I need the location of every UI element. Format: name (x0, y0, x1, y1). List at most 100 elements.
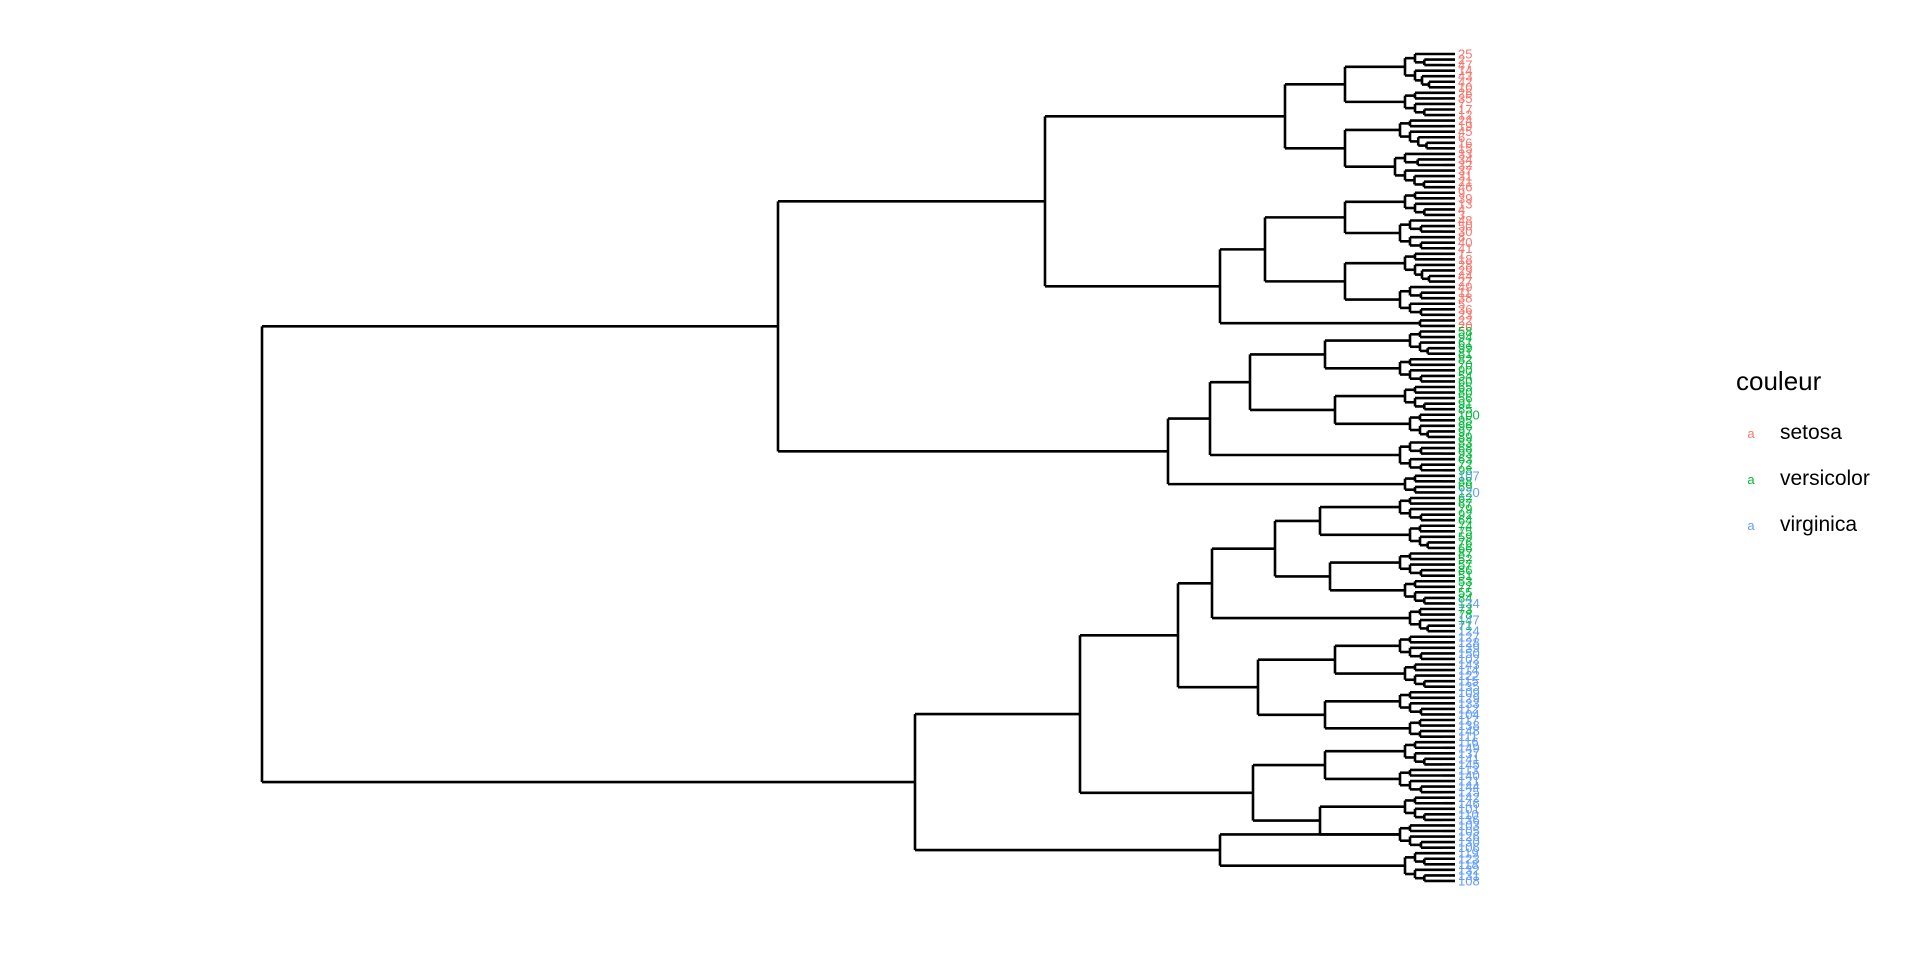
leaf-label: 139 (1458, 640, 1480, 655)
leaf-label: 64 (1458, 513, 1472, 528)
leaf-label: 114 (1458, 663, 1479, 678)
leaf-label: 135 (1458, 679, 1480, 694)
leaf-label: 13 (1458, 196, 1472, 211)
leaf-label: 31 (1458, 169, 1472, 184)
leaf-label: 23 (1458, 307, 1472, 322)
leaf-label: 68 (1458, 441, 1472, 456)
leaf-label: 56 (1458, 391, 1472, 406)
leaf-label: 32 (1458, 158, 1472, 173)
leaf-label: 100 (1458, 407, 1480, 422)
leaf-label: 87 (1458, 546, 1472, 561)
legend-label-versicolor: versicolor (1780, 467, 1870, 490)
leaf-label: 51 (1458, 568, 1472, 583)
leaf-label: 108 (1458, 873, 1480, 888)
leaf-label: 67 (1458, 496, 1472, 511)
leaf-label: 103 (1458, 818, 1480, 833)
leaf-label: 79 (1458, 502, 1472, 517)
leaf-label: 6 (1458, 130, 1465, 145)
leaf-label: 138 (1458, 718, 1480, 733)
leaf-label: 2 (1458, 52, 1465, 67)
leaf-label: 62 (1458, 491, 1472, 506)
leaf-label: 84 (1458, 590, 1472, 605)
leaf-label: 63 (1458, 452, 1472, 467)
leaf-label: 150 (1458, 646, 1480, 661)
leaf-label: 106 (1458, 840, 1480, 855)
legend: couleur a setosa a versicolor a virginic… (1736, 366, 1916, 548)
leaf-label: 112 (1458, 701, 1479, 716)
leaf-label: 105 (1458, 824, 1480, 839)
dendrogram-leaf-labels: 2524714434210263571712241945616153334323… (1458, 47, 1480, 889)
legend-label-setosa: setosa (1780, 421, 1842, 444)
leaf-label: 37 (1458, 163, 1472, 178)
leaf-label: 116 (1458, 735, 1479, 750)
leaf-label: 65 (1458, 380, 1472, 395)
leaf-label: 121 (1458, 774, 1480, 789)
leaf-label: 4 (1458, 202, 1465, 217)
leaf-label: 85 (1458, 402, 1472, 417)
leaf-label: 10 (1458, 80, 1472, 95)
leaf-label: 46 (1458, 180, 1472, 195)
leaf-label: 43 (1458, 69, 1472, 84)
leaf-label: 1 (1458, 246, 1465, 261)
leaf-label: 39 (1458, 191, 1472, 206)
leaf-label: 8 (1458, 230, 1465, 245)
leaf-label: 104 (1458, 707, 1480, 722)
leaf-label: 41 (1458, 241, 1472, 256)
leaf-label: 88 (1458, 474, 1472, 489)
leaf-label: 22 (1458, 313, 1472, 328)
leaf-label: 40 (1458, 235, 1472, 250)
leaf-label: 142 (1458, 790, 1480, 805)
dendrogram-branches (260, 52, 1455, 883)
legend-item-setosa: a setosa (1736, 410, 1916, 456)
leaf-label: 69 (1458, 479, 1472, 494)
leaf-label: 61 (1458, 335, 1472, 350)
leaf-label: 115 (1458, 674, 1479, 689)
leaf-label: 60 (1458, 374, 1472, 389)
leaf-label: 81 (1458, 346, 1472, 361)
leaf-label: 74 (1458, 518, 1472, 533)
leaf-label: 90 (1458, 363, 1472, 378)
leaf-label: 14 (1458, 63, 1472, 78)
leaf-label: 107 (1458, 468, 1480, 483)
legend-key-virginica: a (1747, 517, 1755, 533)
leaf-label: 127 (1458, 629, 1480, 644)
leaf-label: 134 (1458, 596, 1480, 611)
leaf-label: 119 (1458, 846, 1479, 861)
leaf-label: 80 (1458, 385, 1472, 400)
leaf-label: 113 (1458, 762, 1479, 777)
leaf-label: 144 (1458, 779, 1480, 794)
leaf-label: 117 (1458, 713, 1479, 728)
leaf-label: 12 (1458, 108, 1472, 123)
leaf-label: 91 (1458, 396, 1472, 411)
leaf-label: 45 (1458, 124, 1472, 139)
leaf-label: 47 (1458, 58, 1472, 73)
leaf-label: 96 (1458, 418, 1472, 433)
leaf-label: 16 (1458, 135, 1472, 150)
leaf-label: 44 (1458, 269, 1472, 284)
leaf-label: 5 (1458, 296, 1465, 311)
leaf-label: 17 (1458, 102, 1472, 117)
leaf-label: 24 (1458, 113, 1472, 128)
leaf-label: 73 (1458, 602, 1472, 617)
leaf-label: 95 (1458, 413, 1472, 428)
leaf-label: 93 (1458, 446, 1472, 461)
legend-item-versicolor: a versicolor (1736, 456, 1916, 502)
leaf-label: 126 (1458, 829, 1480, 844)
leaf-label: 21 (1458, 174, 1472, 189)
leaf-label: 129 (1458, 690, 1480, 705)
leaf-label: 53 (1458, 574, 1472, 589)
leaf-label: 130 (1458, 835, 1480, 850)
leaf-label: 132 (1458, 862, 1480, 877)
leaf-label: 136 (1458, 812, 1480, 827)
leaf-label: 49 (1458, 280, 1472, 295)
leaf-label: 140 (1458, 768, 1480, 783)
leaf-label: 76 (1458, 535, 1472, 550)
leaf-label: 149 (1458, 740, 1480, 755)
leaf-label: 89 (1458, 429, 1472, 444)
legend-label-virginica: virginica (1780, 513, 1858, 536)
leaf-label: 33 (1458, 146, 1472, 161)
leaf-label: 78 (1458, 607, 1472, 622)
leaf-label: 3 (1458, 207, 1465, 222)
leaf-label: 141 (1458, 751, 1480, 766)
